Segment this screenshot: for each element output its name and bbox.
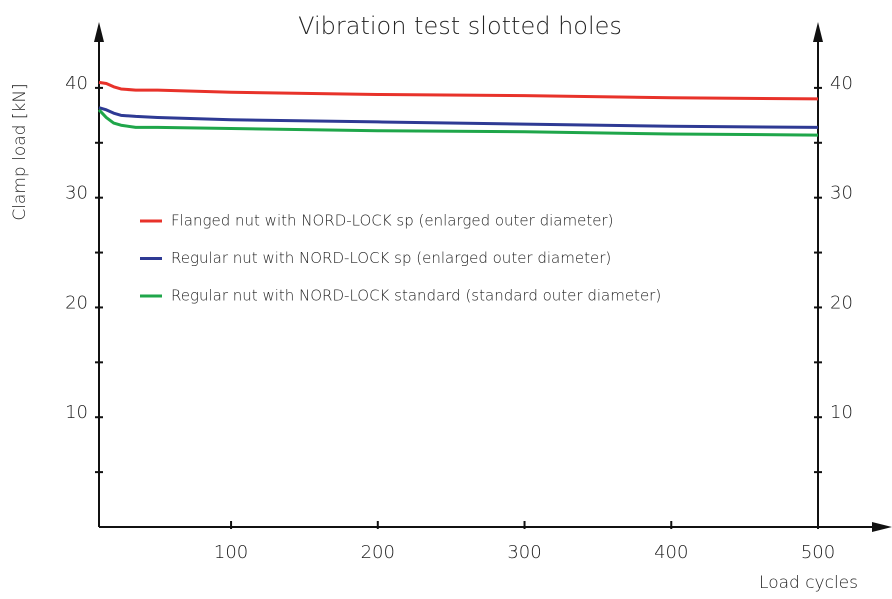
x-tick-label: 500 xyxy=(801,542,835,563)
y2-tick-label: 40 xyxy=(830,73,853,94)
series-line xyxy=(98,80,819,101)
y-axis-label: Clamp load [kN] xyxy=(10,83,30,220)
y2-tick-label: 10 xyxy=(830,402,853,423)
y-arrow xyxy=(94,22,104,42)
x-tick-label: 100 xyxy=(214,542,248,563)
y-tick-label: 40 xyxy=(65,73,88,94)
x-arrow xyxy=(872,522,892,532)
legend-label: Regular nut with NORD-LOCK sp (enlarged … xyxy=(171,249,611,267)
x-axis-label: Load cycles xyxy=(759,573,858,593)
series-line xyxy=(98,106,819,129)
x-tick-label: 200 xyxy=(361,542,395,563)
x-tick-label: 300 xyxy=(507,542,541,563)
legend-label: Flanged nut with NORD-LOCK sp (enlarged … xyxy=(171,212,613,230)
chart-title: Vibration test slotted holes xyxy=(298,12,622,40)
y2-tick-label: 30 xyxy=(830,183,853,204)
y-tick-label: 10 xyxy=(65,402,88,423)
x-tick-label: 400 xyxy=(654,542,688,563)
y-tick-label: 20 xyxy=(65,292,88,313)
series-line xyxy=(97,108,819,137)
legend-label: Regular nut with NORD-LOCK standard (sta… xyxy=(171,287,661,305)
y-tick-label: 30 xyxy=(65,183,88,204)
y2-tick-label: 20 xyxy=(830,292,853,313)
axes xyxy=(98,40,880,528)
y2-arrow xyxy=(813,22,823,42)
